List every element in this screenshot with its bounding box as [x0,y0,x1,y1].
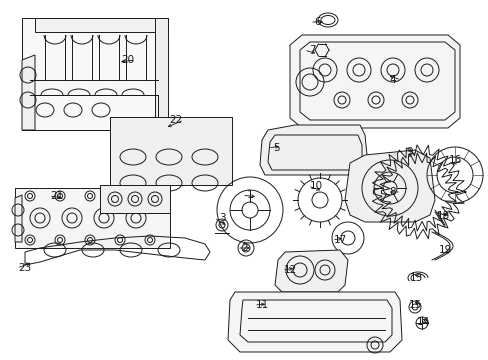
Polygon shape [22,18,155,130]
Polygon shape [22,55,35,130]
Polygon shape [15,195,22,242]
Bar [110,117,231,185]
Text: 18: 18 [435,211,448,221]
Text: 2: 2 [241,243,248,253]
Text: 16: 16 [447,155,461,165]
Text: 17: 17 [333,235,346,245]
Text: 21: 21 [50,191,63,201]
Text: 9: 9 [406,147,412,157]
Text: 13: 13 [408,273,422,283]
Polygon shape [227,292,401,352]
Text: 5: 5 [272,143,279,153]
Text: 20: 20 [121,55,134,65]
Text: 6: 6 [314,17,321,27]
Text: 15: 15 [407,300,421,310]
Polygon shape [345,150,434,222]
Text: 14: 14 [415,317,429,327]
Text: 10: 10 [309,181,322,191]
Text: 1: 1 [246,190,253,200]
Text: 8: 8 [389,187,395,197]
Text: 22: 22 [169,115,182,125]
Text: 12: 12 [283,265,296,275]
Text: 4: 4 [389,75,395,85]
Polygon shape [260,125,367,175]
Polygon shape [35,18,168,32]
Polygon shape [289,35,459,128]
Text: 23: 23 [19,263,32,273]
Text: 11: 11 [255,300,268,310]
Polygon shape [15,188,170,248]
Polygon shape [274,250,347,292]
Polygon shape [100,185,170,213]
Text: 19: 19 [437,245,451,255]
Text: 3: 3 [218,213,225,223]
Text: 7: 7 [308,45,315,55]
Polygon shape [155,18,168,130]
